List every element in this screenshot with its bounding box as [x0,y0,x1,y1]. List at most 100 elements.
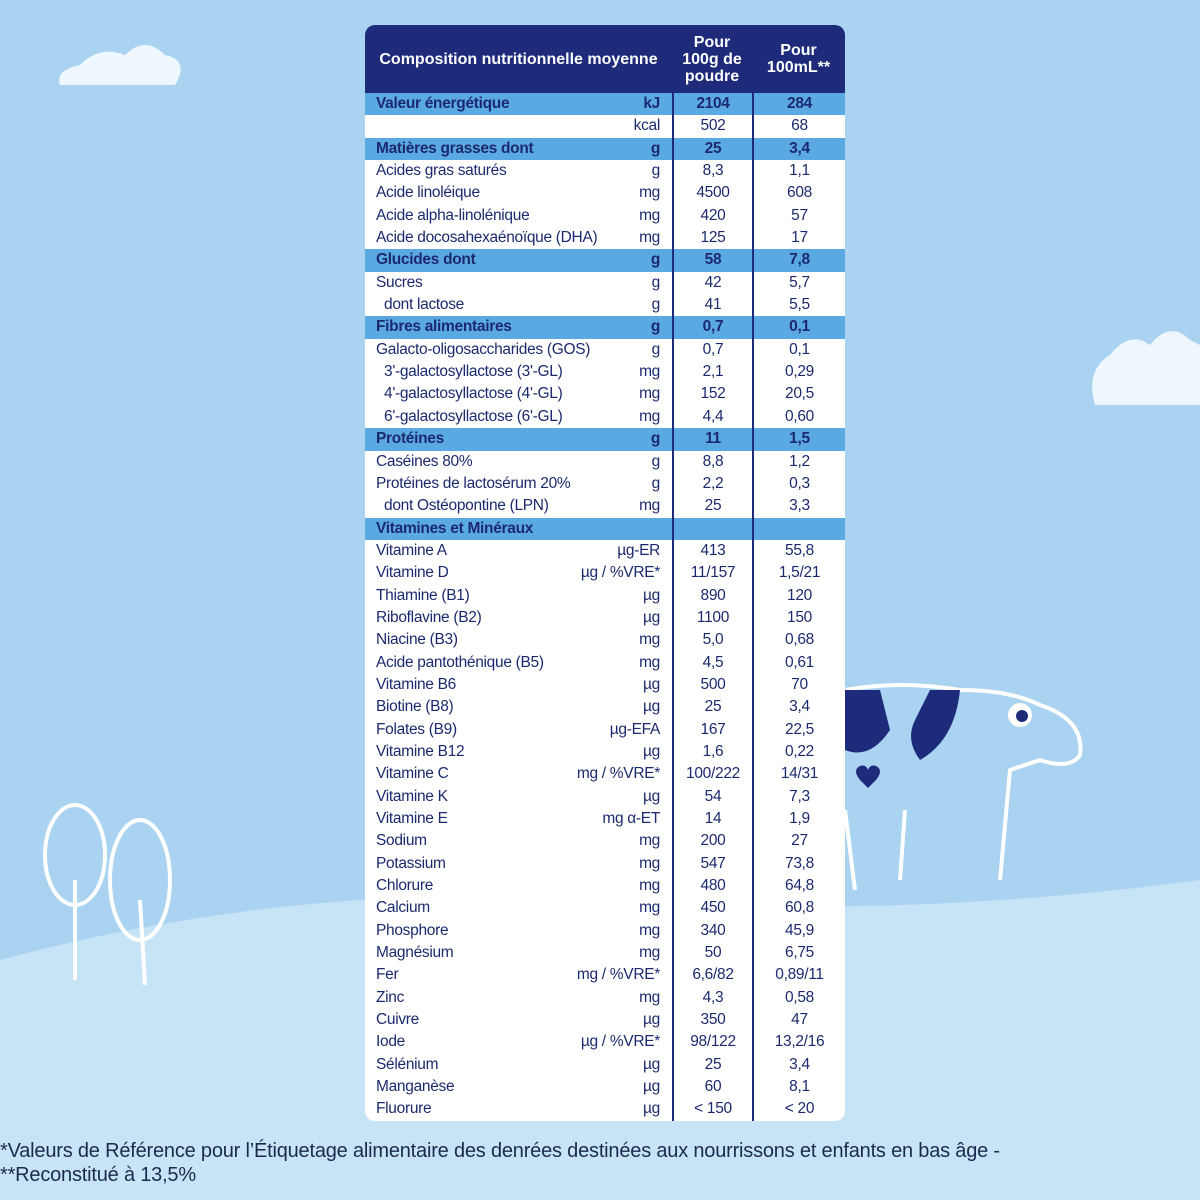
value: 1,6 [672,740,752,764]
unit: g [651,340,661,358]
label: Acides gras saturés [376,162,507,180]
label: Thiamine (B1) [376,586,470,604]
value: 55,8 [752,539,845,563]
value: 64,8 [752,875,845,898]
label: Protéines de lactosérum 20% [376,474,571,492]
label-cell: Vitamine D µg / %VRE* [365,562,672,584]
row: Sélénium µg 25 3,4 [365,1053,845,1077]
row: 4'-galactosyllactose (4'-GL) mg 152 20,5 [365,383,845,406]
value: 11 [672,428,752,451]
label: Protéines [376,430,444,448]
value: 450 [672,897,752,920]
unit: mg [639,184,660,202]
value: 150 [752,606,845,630]
label-cell: Iode µg / %VRE* [365,1031,672,1053]
value: 4,4 [672,405,752,429]
label-cell: Thiamine (B1) µg [365,585,672,607]
unit: g [650,251,660,269]
value: 42 [672,271,752,295]
value [672,517,752,540]
value: 1,5 [752,428,845,451]
unit: µg [643,787,660,805]
row: dont lactose g 41 5,5 [365,294,845,317]
value: 0,68 [752,629,845,652]
row: Zinc mg 4,3 0,58 [365,986,845,1010]
label: Caséines 80% [376,452,473,470]
label-cell: Glucides dont g [365,249,672,271]
label: dont Ostéopontine (LPN) [384,497,549,515]
label-cell: 3'-galactosyllactose (3'-GL) mg [365,361,672,383]
row: Potassium mg 547 73,8 [365,852,845,876]
section-row: Glucides dont g 58 7,8 [365,249,845,272]
label: Folates (B9) [376,720,457,738]
label-cell: Vitamines et Minéraux [365,518,672,540]
value: 420 [672,204,752,228]
value: 284 [752,93,845,116]
label-cell: Niacine (B3) mg [365,629,672,651]
label: Vitamine K [376,787,448,805]
unit: mg [639,899,660,917]
row: Biotine (B8) µg 25 3,4 [365,696,845,719]
row: 6'-galactosyllactose (6'-GL) mg 4,4 0,60 [365,405,845,429]
value: 25 [672,137,752,161]
row: Calcium mg 450 60,8 [365,897,845,920]
label: Matières grasses dont [376,139,534,157]
value: 0,89/11 [752,964,845,987]
label-cell: Fibres alimentaires g [365,316,672,338]
value: 68 [752,115,845,138]
value: 8,8 [672,450,752,473]
table-header: Composition nutritionnelle moyenne Pour 1… [365,25,845,93]
unit: µg [643,1078,660,1096]
label-cell: Acide linoléique mg [365,182,672,204]
label-cell: 4'-galactosyllactose (4'-GL) mg [365,383,672,405]
value: 167 [672,718,752,741]
footnote: **Reconstitué à 13,5% [0,1164,196,1186]
value: < 20 [752,1098,845,1121]
unit: g [651,452,661,470]
label: Valeur énergétique [376,95,510,112]
row: Vitamine B12 µg 1,6 0,22 [365,740,845,764]
unit: µg-EFA [609,720,661,738]
unit: mg / %VRE* [576,966,660,984]
value: 60,8 [752,897,845,920]
value: 73,8 [752,852,845,876]
row: Acides gras saturés g 8,3 1,1 [365,160,845,183]
value: 2104 [672,93,752,116]
row: Magnésium mg 50 6,75 [365,942,845,965]
value: 0,61 [752,651,845,674]
label: Glucides dont [376,251,476,269]
value: 500 [672,673,752,697]
row: Caséines 80% g 8,8 1,2 [365,450,845,473]
label-cell: Chlorure mg [365,875,672,897]
section-row: Vitamines et Minéraux [365,517,845,540]
value: 608 [752,182,845,205]
unit: g [651,474,661,492]
label: Acide pantothénique (B5) [376,653,544,671]
label-cell: Galacto-oligosaccharides (GOS) g [365,339,672,361]
label: Fer [376,966,399,984]
label: Vitamine A [376,541,447,559]
unit: µg [643,1011,660,1029]
unit: µg [643,1100,660,1118]
row: Chlorure mg 480 64,8 [365,875,845,898]
unit: g [651,273,661,291]
value: 3,4 [752,696,845,719]
label: Fluorure [376,1100,432,1118]
row: Acide linoléique mg 4500 608 [365,182,845,205]
value: 200 [672,830,752,853]
value: 11/157 [672,562,752,585]
label: Vitamine B12 [376,742,465,760]
label: Sucres [376,273,423,291]
value: 1,5/21 [752,562,845,585]
unit: mg [639,921,660,939]
value: 0,29 [752,361,845,384]
unit: mg [639,407,660,425]
label-cell: Acide pantothénique (B5) mg [365,652,672,674]
unit: kcal [633,117,661,135]
label-cell: Acides gras saturés g [365,160,672,182]
label-cell: dont Ostéopontine (LPN) mg [365,495,672,517]
label: Phosphore [376,921,449,939]
unit: µg / %VRE* [580,564,660,582]
label-cell: Riboflavine (B2) µg [365,607,672,629]
unit: µg / %VRE* [580,1033,660,1051]
